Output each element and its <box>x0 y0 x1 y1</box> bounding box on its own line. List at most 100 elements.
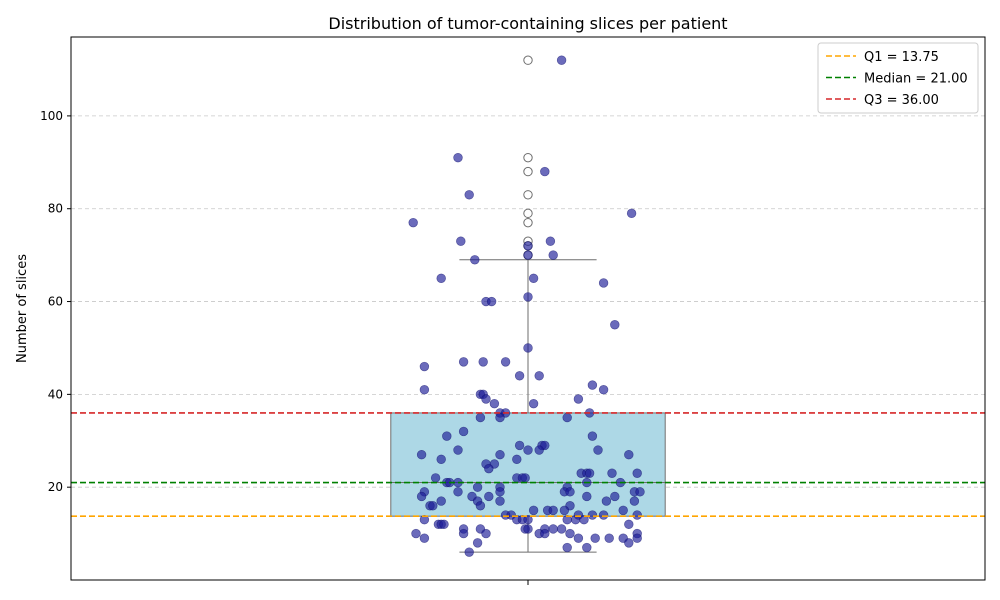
data-point <box>523 250 533 260</box>
data-point <box>545 236 556 246</box>
data-point <box>534 371 544 381</box>
data-point <box>470 255 480 265</box>
data-point <box>453 152 463 163</box>
data-point <box>587 380 598 390</box>
data-point <box>573 394 584 404</box>
data-point <box>436 273 446 284</box>
data-point <box>489 398 500 409</box>
data-point <box>528 398 539 409</box>
data-point <box>598 385 609 395</box>
data-point <box>458 528 469 539</box>
data-point <box>587 510 598 520</box>
data-point <box>495 449 505 460</box>
data-point <box>626 208 637 219</box>
data-point <box>548 250 558 260</box>
data-point <box>607 468 617 478</box>
outlier-point <box>523 217 533 228</box>
data-point <box>579 514 589 525</box>
data-point <box>587 431 598 441</box>
data-point <box>590 533 600 543</box>
data-point <box>573 533 584 543</box>
data-point <box>475 412 486 423</box>
y-tick-label: 100 <box>40 109 63 123</box>
data-point <box>514 371 525 381</box>
data-point <box>416 491 427 502</box>
data-point <box>610 320 620 330</box>
data-point <box>540 166 550 177</box>
data-point <box>472 482 483 492</box>
legend-label: Q1 = 13.75 <box>864 50 939 65</box>
data-point <box>556 524 567 534</box>
data-point <box>610 491 620 502</box>
data-point <box>453 487 463 497</box>
data-point <box>478 357 488 367</box>
data-point <box>436 496 446 506</box>
legend: Q1 = 13.75 Median = 21.00 Q3 = 36.00 <box>817 42 979 114</box>
data-point <box>635 487 645 497</box>
data-point <box>523 445 533 455</box>
legend-label: Median = 21.00 <box>864 72 968 87</box>
data-point <box>559 505 570 516</box>
outlier-point <box>523 152 533 163</box>
data-point <box>523 241 533 251</box>
data-point <box>495 496 505 506</box>
data-point <box>520 473 530 483</box>
data-point <box>484 491 494 502</box>
data-point <box>604 533 614 543</box>
data-point <box>456 236 466 246</box>
data-point <box>632 468 642 478</box>
y-tick-label: 20 <box>48 480 63 494</box>
legend-label: Q3 = 36.00 <box>864 93 939 108</box>
data-point <box>481 394 491 404</box>
data-point <box>464 547 474 557</box>
data-point <box>548 524 558 534</box>
data-point <box>419 533 430 543</box>
data-point <box>562 412 572 423</box>
data-point <box>601 496 612 506</box>
data-point <box>408 217 418 228</box>
data-point <box>556 55 567 65</box>
data-point <box>582 542 592 553</box>
data-point <box>514 440 525 451</box>
data-point <box>618 505 628 516</box>
data-point <box>464 190 474 200</box>
data-point <box>472 538 483 548</box>
data-point <box>565 487 575 497</box>
data-point <box>484 463 494 474</box>
data-point <box>419 361 430 372</box>
data-points <box>408 55 645 557</box>
data-point <box>481 528 491 539</box>
outlier-point <box>523 166 533 177</box>
box-iqr <box>390 412 666 517</box>
box-plot <box>390 55 666 553</box>
data-point <box>486 296 497 307</box>
data-point <box>540 528 550 539</box>
data-point <box>436 454 446 465</box>
y-axis-ticks: 20 40 60 80 100 <box>40 109 529 585</box>
data-point <box>562 542 572 553</box>
outlier-point <box>523 208 533 219</box>
data-point <box>523 514 533 525</box>
y-tick-label: 40 <box>48 387 63 401</box>
y-axis-label: Number of slices <box>15 254 30 363</box>
data-point <box>598 278 609 288</box>
y-tick-label: 60 <box>48 295 63 309</box>
data-point <box>598 510 609 520</box>
data-point <box>624 538 634 548</box>
data-point <box>419 514 430 525</box>
data-point <box>624 449 634 460</box>
data-point <box>584 468 595 478</box>
data-point <box>624 519 634 530</box>
data-point <box>416 449 427 460</box>
data-point <box>523 524 533 534</box>
data-point <box>548 505 558 516</box>
data-point <box>458 426 469 437</box>
data-point <box>495 487 505 497</box>
data-point <box>632 533 642 543</box>
data-point <box>528 273 539 284</box>
outlier-point <box>523 190 533 200</box>
legend-frame <box>817 42 979 114</box>
data-point <box>411 528 421 539</box>
data-point <box>495 412 505 423</box>
